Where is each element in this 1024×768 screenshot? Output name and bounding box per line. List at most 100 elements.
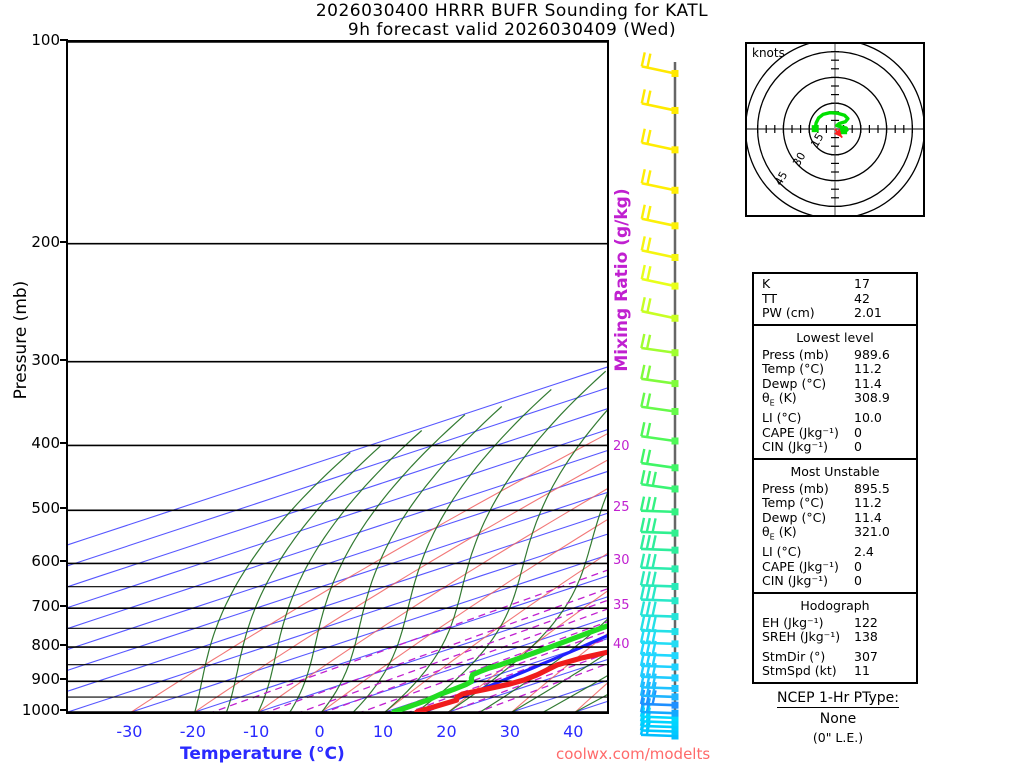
mixing-ratio-side-40: 40 (613, 637, 630, 653)
page-title: 2026030400 HRRR BUFR Sounding for KATL (315, 1, 709, 21)
lowest-value: 11.2 (854, 361, 882, 376)
index-value: 17 (854, 276, 870, 291)
ptype-title: NCEP 1-Hr PType: (777, 690, 899, 708)
hodostat-value: 138 (854, 629, 878, 644)
lowest-key: Press (mb) (762, 346, 829, 362)
unstable-value: 11.2 (854, 495, 882, 510)
unstable-key: θE (K) (762, 524, 797, 542)
unstable-row: CAPE (Jkg⁻¹) 0 (754, 559, 916, 575)
pressure-tick-mark (60, 358, 68, 361)
index-row: K 17 (754, 276, 916, 292)
hodograph-stats-section: Hodograph EH (Jkg⁻¹) 122 SREH (Jkg⁻¹) 138 S… (754, 591, 916, 682)
unstable-row: θE (K) 321.0 (754, 524, 916, 545)
unstable-value: 0 (854, 573, 862, 588)
pressure-tick-300: 300 (31, 350, 60, 369)
index-row: TT 42 (754, 290, 916, 307)
unstable-value: 321.0 (854, 524, 890, 539)
most-unstable-header: Most Unstable (790, 463, 880, 479)
hodostat-row: StmDir (°) 307 (754, 648, 916, 665)
wind-barb (639, 616, 679, 636)
wind-barb (640, 364, 679, 388)
lowest-value: 989.6 (854, 346, 890, 362)
wind-barb (639, 496, 679, 516)
unstable-key: LI (°C) (762, 544, 802, 559)
wind-barb (640, 392, 679, 415)
pressure-tick-mark (60, 709, 68, 711)
pressure-tick-mark (60, 678, 68, 681)
index-key: PW (cm) (762, 305, 815, 320)
mixing-ratio-side-25: 25 (613, 500, 630, 516)
profile-dewpoint (391, 623, 607, 712)
pressure-tick-700: 700 (31, 597, 60, 616)
hodostat-row: StmSpd (kt) 11 (754, 663, 916, 679)
pressure-tick-mark (60, 507, 68, 510)
wind-barb-column (620, 40, 730, 740)
lowest-key: LI (°C) (762, 410, 802, 425)
pressure-tick-900: 900 (31, 670, 60, 689)
lowest-value: 11.4 (854, 375, 882, 391)
unstable-key: Temp (°C) (762, 495, 825, 510)
wind-barb (640, 448, 679, 472)
index-value: 2.01 (854, 305, 882, 320)
unstable-row: LI (°C) 2.4 (754, 544, 916, 560)
wind-barb (640, 264, 679, 290)
wind-barb (640, 296, 679, 322)
lowest-key: CIN (Jkg⁻¹) (762, 439, 828, 454)
lowest-key: CAPE (Jkg⁻¹) (762, 424, 839, 440)
hodograph-units-label: knots (752, 46, 785, 60)
lowest-value: 10.0 (854, 410, 882, 425)
wind-barb (640, 469, 679, 493)
wind-barb (639, 553, 679, 573)
pressure-tick-mark (60, 605, 68, 608)
unstable-row: Temp (°C) 11.2 (754, 495, 916, 511)
mixing-ratio-side-35: 35 (613, 598, 630, 614)
lowest-key: Temp (°C) (762, 361, 825, 376)
unstable-row: CIN (Jkg⁻¹) 0 (754, 573, 916, 589)
temp-tick-30: 30 (499, 722, 521, 741)
hodostat-key: SREH (Jkg⁻¹) (762, 629, 841, 644)
lowest-value: 308.9 (854, 390, 890, 405)
lowest-row: Press (mb) 989.6 (754, 346, 916, 363)
unstable-row: Dewp (°C) 11.4 (754, 509, 916, 526)
index-value: 42 (854, 290, 870, 306)
unstable-value: 11.4 (854, 509, 882, 525)
pressure-tick-mark (60, 560, 68, 563)
pressure-tick-200: 200 (31, 232, 60, 251)
lowest-level-header: Lowest level (796, 329, 874, 345)
pressure-tick-mark (60, 240, 68, 243)
wind-barb (640, 236, 679, 261)
lowest-row: CIN (Jkg⁻¹) 0 (754, 439, 916, 455)
wind-barb (640, 204, 679, 230)
index-key: TT (762, 290, 778, 306)
hodograph-ring-label-30: 30 (790, 150, 808, 169)
lowest-key: θE (K) (762, 390, 797, 408)
wind-barb (640, 333, 679, 357)
pressure-tick-mark (60, 39, 68, 41)
most-unstable-section: Most Unstable Press (mb) 895.5 Temp (°C) 11… (754, 457, 916, 592)
unstable-key: CIN (Jkg⁻¹) (762, 573, 828, 588)
hodostat-key: EH (Jkg⁻¹) (762, 614, 824, 630)
temp-tick-10: 10 (372, 722, 394, 741)
ptype-amount: (0" L.E.) (812, 730, 864, 745)
hodostat-value: 122 (854, 614, 878, 630)
hodostat-key: StmDir (°) (762, 648, 826, 664)
lowest-level-section: Lowest level Press (mb) 989.6 Temp (°C) 11.… (754, 323, 916, 458)
lowest-value: 0 (854, 439, 862, 454)
wind-barb (640, 89, 679, 114)
hodograph-plot: 15 30 45 (744, 38, 926, 220)
hodograph-ring-label-15: 15 (808, 131, 826, 150)
unstable-key: Dewp (°C) (762, 509, 827, 525)
lowest-row: Temp (°C) 11.2 (754, 361, 916, 377)
hodostat-row: SREH (Jkg⁻¹) 138 (754, 629, 916, 645)
pressure-tick-100: 100 (31, 31, 60, 49)
lowest-row: LI (°C) 10.0 (754, 410, 916, 426)
wind-barb (639, 534, 679, 554)
hodostat-value: 11 (854, 663, 870, 678)
skewt-diagram (66, 40, 609, 714)
pressure-tick-800: 800 (31, 636, 60, 655)
pressure-tick-500: 500 (31, 499, 60, 518)
mixing-ratio-side-20: 20 (613, 438, 630, 454)
pressure-tick-1000: 1000 (21, 701, 60, 719)
unstable-row: Press (mb) 895.5 (754, 481, 916, 497)
unstable-value: 2.4 (854, 544, 874, 559)
